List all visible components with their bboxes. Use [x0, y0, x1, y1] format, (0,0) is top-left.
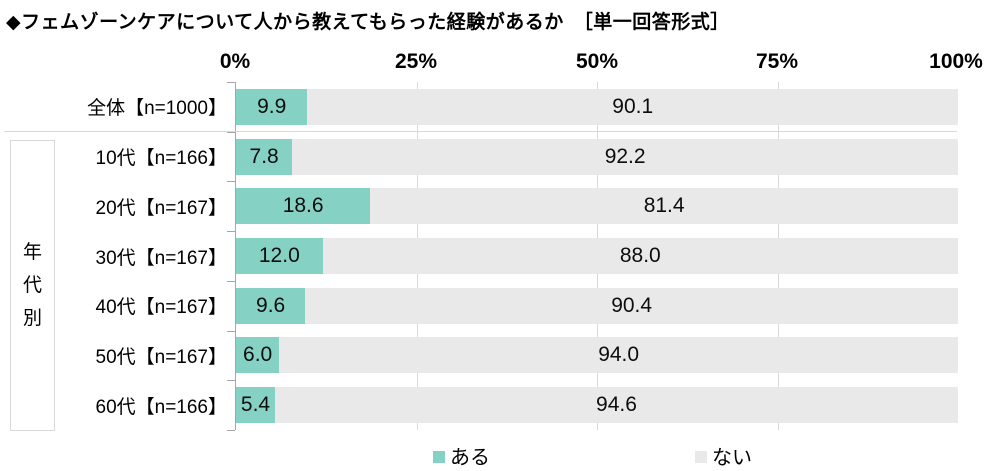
bar-rows: 9.9 90.1 7.8 92.2 18.6 81.4 12.0 88.0 9.6 90.4 6.0… [236, 82, 958, 430]
bar-segment-have: 5.4 [236, 387, 275, 424]
row-label: 全体【n=1000】 [87, 98, 227, 120]
age-group-label: 年代別 [22, 241, 42, 330]
y-axis-tick [227, 430, 235, 431]
chart-row: 18.6 81.4 [236, 181, 958, 231]
bar-segment-not: 88.0 [322, 238, 958, 275]
x-axis-tick-label: 50% [575, 50, 619, 73]
x-axis-tick-label: 25% [394, 50, 438, 73]
legend-item-nai: ない [695, 441, 752, 470]
bar-segment-not: 94.0 [279, 337, 958, 374]
x-axis-tick-label: 100% [929, 50, 983, 73]
bar-segment-have: 6.0 [236, 337, 280, 374]
chart-row: 7.8 92.2 [236, 132, 958, 182]
stacked-bar: 6.0 94.0 [236, 337, 958, 374]
divider-line [4, 131, 957, 132]
y-axis-tick [227, 281, 235, 282]
y-axis-tick [227, 231, 235, 232]
stacked-bar: 7.8 92.2 [236, 138, 958, 175]
plot-area: 9.9 90.1 7.8 92.2 18.6 81.4 12.0 88.0 9.6 90.4 6.0… [227, 82, 958, 431]
row-label: 10代【n=166】 [95, 148, 228, 170]
legend-swatch-aru [433, 451, 445, 463]
y-axis-tick [227, 380, 235, 381]
bar-segment-not: 94.6 [274, 387, 958, 424]
bar-segment-not: 90.4 [305, 287, 958, 324]
bar-segment-have: 9.9 [236, 88, 308, 125]
y-axis-tick [227, 181, 235, 182]
row-label: 40代【n=167】 [95, 297, 228, 319]
chart-row: 9.6 90.4 [236, 281, 958, 331]
chart-row: 12.0 88.0 [236, 231, 958, 281]
row-label: 50代【n=167】 [95, 346, 228, 368]
stacked-bar: 18.6 81.4 [236, 188, 958, 225]
stacked-bar: 12.0 88.0 [236, 238, 958, 275]
y-axis-tick [227, 331, 235, 332]
bar-segment-have: 12.0 [236, 238, 323, 275]
legend-label-nai: ない [712, 447, 752, 469]
x-axis-tick-label: 75% [755, 50, 799, 73]
age-group-box: 年代別 [10, 140, 55, 431]
legend-item-aru: ある [433, 441, 490, 470]
x-axis-tick-label: 0% [219, 50, 251, 73]
bar-segment-have: 9.6 [236, 287, 306, 324]
bar-segment-not: 81.4 [370, 188, 958, 225]
bar-segment-have: 7.8 [236, 138, 293, 175]
stacked-bar: 5.4 94.6 [236, 387, 958, 424]
chart-row: 9.9 90.1 [236, 82, 958, 132]
bar-segment-not: 90.1 [307, 88, 958, 125]
y-axis-tick [227, 132, 235, 133]
chart-row: 5.4 94.6 [236, 380, 958, 430]
bar-segment-not: 92.2 [292, 138, 958, 175]
row-label: 60代【n=166】 [95, 396, 228, 418]
category-labels: 全体【n=1000】 10代【n=166】 20代【n=167】 30代【n=167】… [0, 82, 227, 430]
y-axis-tick [227, 82, 235, 83]
legend-label-aru: ある [450, 447, 490, 469]
row-label: 20代【n=167】 [95, 197, 228, 219]
bar-segment-have: 18.6 [236, 188, 371, 225]
chart-title: ◆フェムゾーンケアについて人から教えてもらった経験があるか ［単一回答形式］ [6, 12, 730, 33]
chart-row: 6.0 94.0 [236, 331, 958, 381]
stacked-bar: 9.6 90.4 [236, 287, 958, 324]
stacked-bar: 9.9 90.1 [236, 88, 958, 125]
legend-swatch-nai [695, 451, 707, 463]
row-label: 30代【n=167】 [95, 247, 228, 269]
